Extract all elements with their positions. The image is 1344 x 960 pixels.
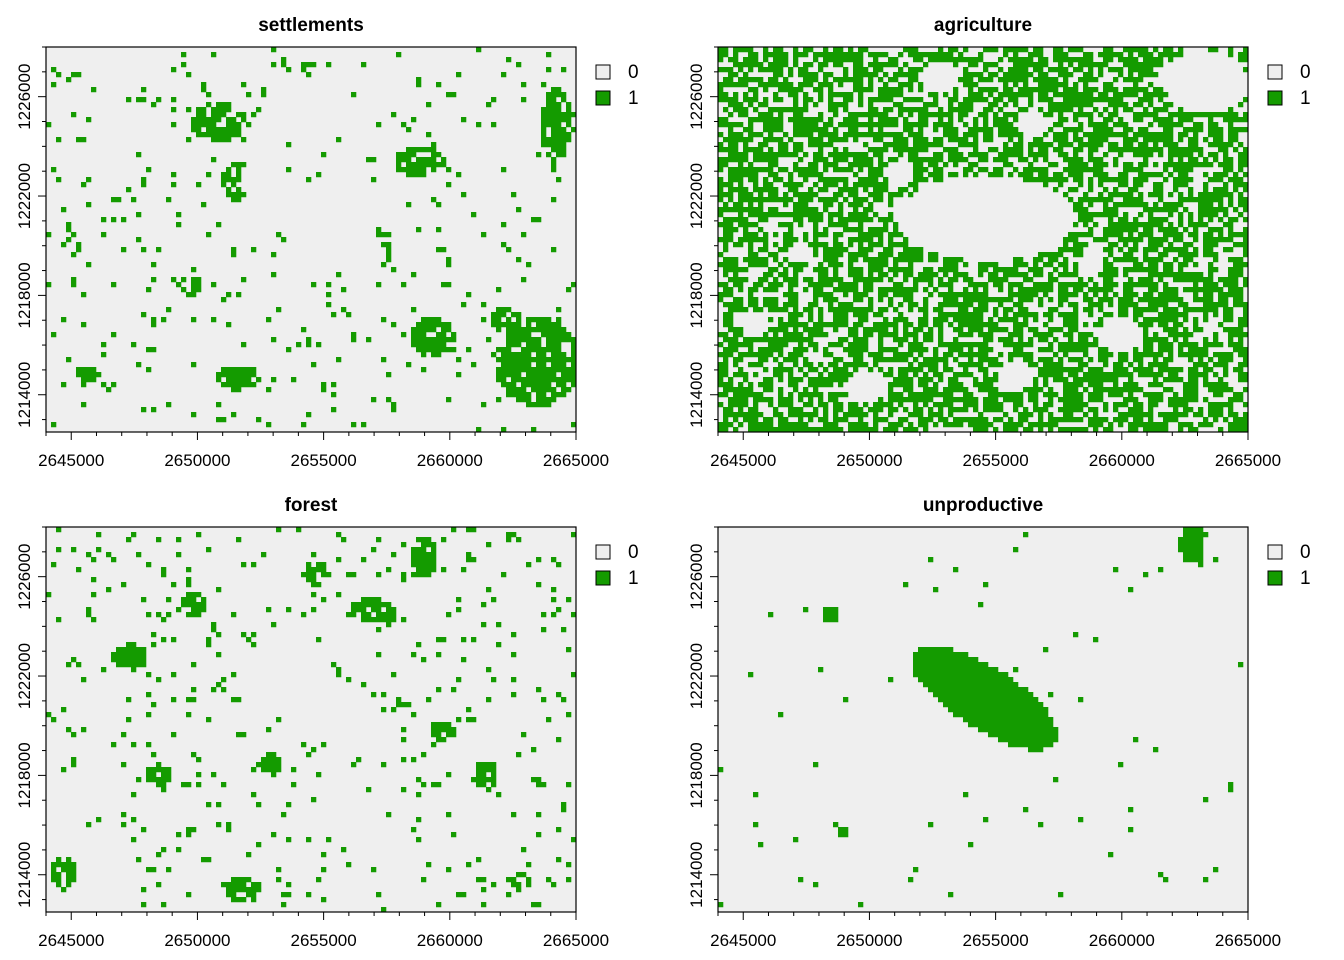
plot-frame	[45, 46, 577, 433]
y-tick-label: 1218000	[15, 262, 34, 328]
panel-title: settlements	[258, 15, 364, 36]
x-tick-label: 2665000	[543, 451, 609, 470]
panel-unproductive: unproductive 2645000 2650000 2655000 2660000…	[687, 495, 1311, 950]
x-tick-label: 2650000	[836, 931, 902, 950]
y-tick-label: 1214000	[15, 842, 34, 908]
legend-label: 0	[1300, 542, 1311, 563]
x-tick-label: 2660000	[417, 451, 483, 470]
legend-swatch	[1267, 570, 1283, 586]
plot-frame	[45, 526, 577, 913]
x-tick-label: 2660000	[1089, 451, 1155, 470]
x-tick-label: 2650000	[164, 931, 230, 950]
legend-swatch	[595, 90, 611, 106]
y-tick-label: 1214000	[687, 842, 706, 908]
x-tick-label: 2645000	[710, 931, 776, 950]
panel-title: forest	[285, 495, 338, 516]
legend-swatch	[595, 570, 611, 586]
legend-label: 0	[1300, 62, 1311, 83]
legend-label: 1	[628, 88, 639, 109]
legend-label: 1	[628, 568, 639, 589]
legend: 01	[1267, 542, 1311, 589]
x-tick-label: 2660000	[1089, 931, 1155, 950]
y-tick-label: 1214000	[15, 362, 34, 428]
raster-cells-value-1	[46, 527, 577, 913]
panel-title: agriculture	[934, 15, 1032, 36]
plot-frame	[717, 46, 1249, 433]
y-tick-label: 1222000	[15, 643, 34, 709]
legend-swatch	[1267, 544, 1283, 560]
plot-frame	[717, 526, 1249, 913]
legend: 01	[595, 62, 639, 109]
panel-settlements: settlements 2645000 2650000 2655000 2660000 2…	[15, 15, 639, 470]
x-tick-label: 2665000	[1215, 451, 1281, 470]
legend-swatch	[595, 544, 611, 560]
x-tick-label: 2645000	[38, 451, 104, 470]
y-tick-label: 1222000	[687, 643, 706, 709]
x-tick-label: 2655000	[291, 451, 357, 470]
y-tick-label: 1222000	[15, 163, 34, 229]
panel-title: unproductive	[923, 495, 1043, 516]
y-tick-label: 1226000	[15, 64, 34, 130]
raster-cells-value-1	[718, 527, 1244, 908]
raster-background	[46, 47, 576, 432]
y-tick-label: 1214000	[687, 362, 706, 428]
y-tick-label: 1218000	[687, 742, 706, 808]
legend: 01	[595, 542, 639, 589]
panel-agriculture: agriculture 2645000 2650000 2655000 2660000 2…	[687, 15, 1311, 470]
legend-swatch	[1267, 90, 1283, 106]
x-tick-label: 2665000	[1215, 931, 1281, 950]
x-tick-label: 2645000	[710, 451, 776, 470]
raster-cells-value-1	[46, 47, 577, 433]
y-tick-label: 1218000	[15, 742, 34, 808]
x-tick-label: 2665000	[543, 931, 609, 950]
legend-label: 0	[628, 62, 639, 83]
y-tick-label: 1218000	[687, 262, 706, 328]
legend-swatch	[595, 64, 611, 80]
x-tick-label: 2655000	[963, 451, 1029, 470]
x-tick-label: 2650000	[164, 451, 230, 470]
x-tick-label: 2655000	[291, 931, 357, 950]
x-tick-label: 2650000	[836, 451, 902, 470]
x-tick-label: 2655000	[963, 931, 1029, 950]
x-tick-label: 2660000	[417, 931, 483, 950]
y-tick-label: 1226000	[687, 544, 706, 610]
legend-swatch	[1267, 64, 1283, 80]
panel-forest: forest 2645000 2650000 2655000 2660000 266500…	[15, 495, 639, 950]
y-tick-label: 1222000	[687, 163, 706, 229]
y-tick-label: 1226000	[15, 544, 34, 610]
raster-cells-value-1	[718, 47, 1249, 433]
y-tick-label: 1226000	[687, 64, 706, 130]
legend-label: 1	[1300, 568, 1311, 589]
x-tick-label: 2645000	[38, 931, 104, 950]
legend-label: 1	[1300, 88, 1311, 109]
legend: 01	[1267, 62, 1311, 109]
legend-label: 0	[628, 542, 639, 563]
